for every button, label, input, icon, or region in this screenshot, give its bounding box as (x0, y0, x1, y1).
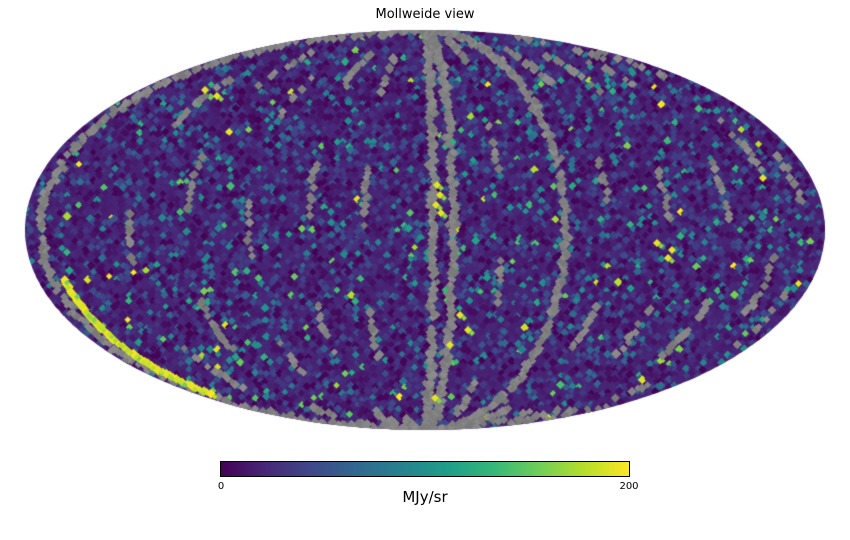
colorbar-label: MJy/sr (402, 488, 448, 506)
chart-title: Mollweide view (375, 7, 475, 22)
mollweide-skymap (0, 0, 850, 450)
colorbar: 0 200 MJy/sr (218, 461, 639, 506)
colorbar-tick-max: 200 (619, 481, 639, 492)
colorbar-tick-min: 0 (217, 481, 225, 492)
